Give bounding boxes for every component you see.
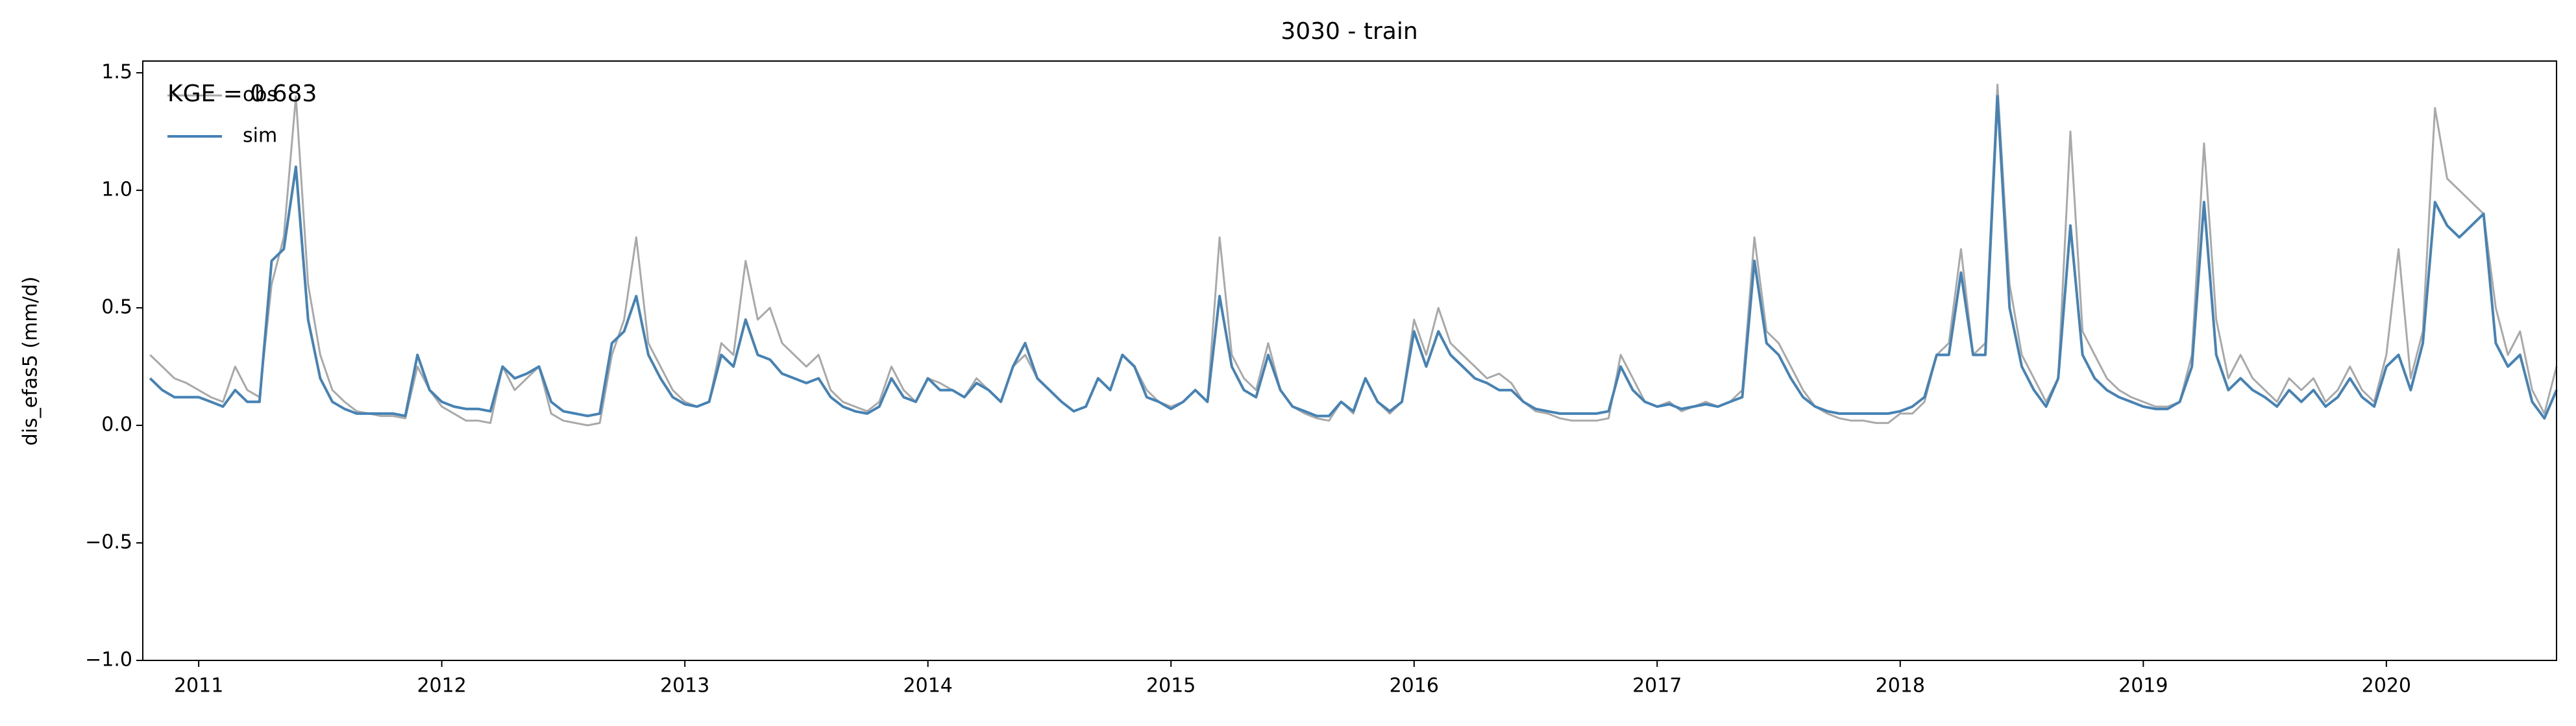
y-axis-label: dis_efas5 (mm/d) [19, 277, 42, 446]
y-tick-label: 0.5 [101, 296, 132, 319]
y-tick-label: 1.0 [101, 179, 132, 201]
y-tick-label: −0.5 [85, 531, 132, 554]
y-tick-label: 0.0 [101, 414, 132, 436]
series-line [149, 83, 2558, 427]
series-line [149, 95, 2558, 420]
y-tick-label: −1.0 [85, 649, 132, 671]
chart-title: 3030 - train [1281, 18, 1417, 45]
x-tick-label: 2013 [660, 675, 709, 697]
x-tick-label: 2012 [417, 675, 466, 697]
x-tick-label: 2017 [1632, 675, 1682, 697]
x-tick-label: 2020 [2362, 675, 2411, 697]
x-tick-label: 2016 [1390, 675, 1439, 697]
annotation: KGE = 0.683 [167, 81, 317, 107]
x-tick-label: 2014 [903, 675, 953, 697]
legend-label: obs [243, 84, 277, 106]
legend-label: sim [243, 125, 277, 147]
plot-frame [142, 60, 2557, 661]
x-tick-label: 2011 [174, 675, 223, 697]
x-tick-label: 2015 [1146, 675, 1196, 697]
x-tick-label: 2018 [1876, 675, 1925, 697]
y-tick-label: 1.5 [101, 61, 132, 84]
x-tick-label: 2019 [2118, 675, 2168, 697]
